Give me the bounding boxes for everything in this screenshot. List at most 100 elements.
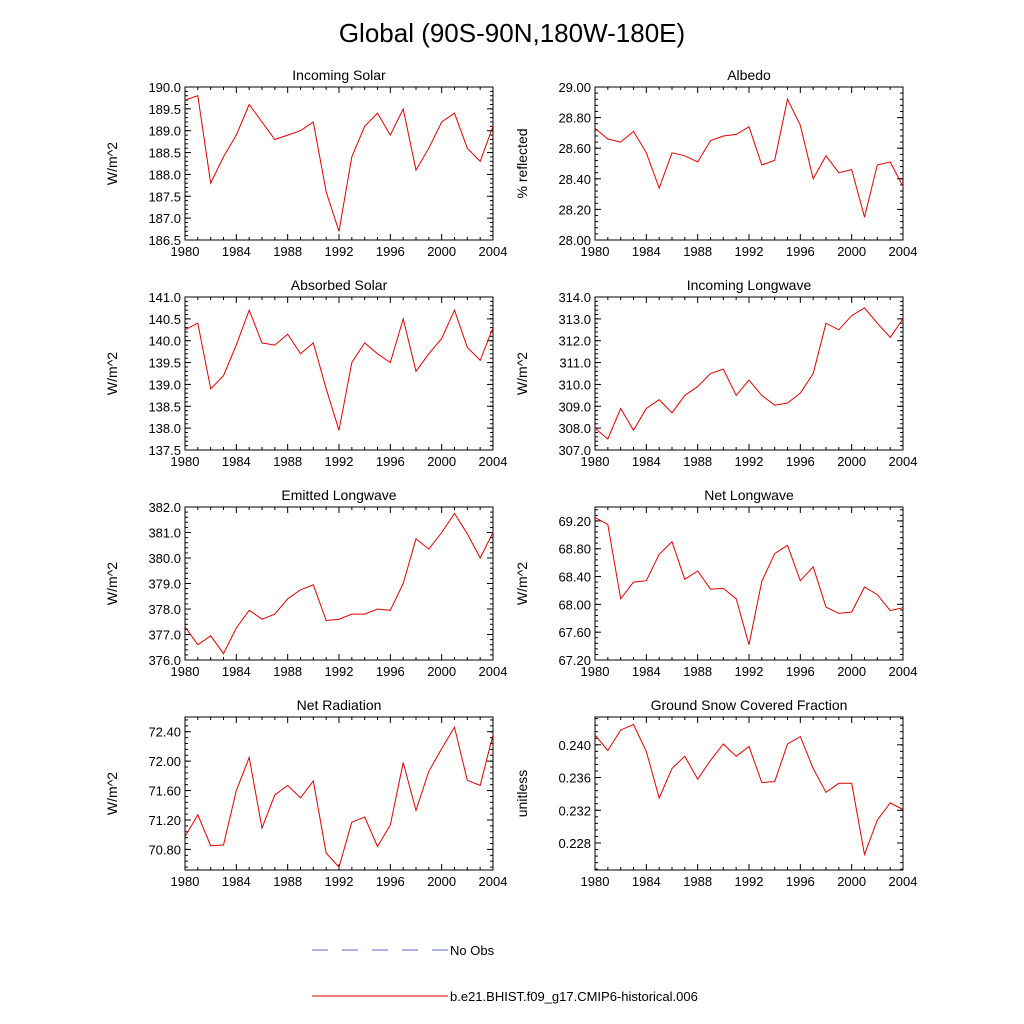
x-tick-label: 1996 — [376, 454, 405, 469]
series-line — [594, 516, 904, 645]
x-tick-label: 1996 — [786, 454, 815, 469]
x-tick-label: 1988 — [273, 244, 302, 259]
y-tick-label: 379.0 — [148, 577, 181, 592]
y-tick-label: 69.20 — [558, 514, 591, 529]
y-tick-label: 0.228 — [558, 836, 591, 851]
y-tick-label: 68.80 — [558, 542, 591, 557]
y-tick-label: 139.0 — [148, 377, 181, 392]
plot-frame — [594, 296, 904, 451]
series-line — [594, 307, 904, 440]
x-tick-label: 2000 — [837, 454, 866, 469]
x-tick-label: 1996 — [786, 874, 815, 889]
x-tick-label: 1984 — [632, 454, 661, 469]
x-tick-label: 1988 — [683, 454, 712, 469]
plot-frame — [184, 506, 494, 661]
y-tick-label: 139.5 — [148, 356, 181, 371]
series-line — [184, 512, 494, 655]
x-tick-label: 1984 — [222, 454, 251, 469]
y-tick-label: 0.232 — [558, 803, 591, 818]
y-axis-label: W/m^2 — [104, 142, 120, 185]
y-tick-label: 28.60 — [558, 141, 591, 156]
x-tick-label: 1984 — [222, 244, 251, 259]
x-tick-label: 2004 — [889, 244, 918, 259]
chart-title: Emitted Longwave — [281, 487, 396, 503]
x-tick-label: 2000 — [837, 244, 866, 259]
y-tick-label: 189.5 — [148, 102, 181, 117]
x-tick-label: 2004 — [479, 664, 508, 679]
chart-panel: Net Longwave W/m^2 1980 1984 1988 1992 1996 200… — [514, 487, 917, 679]
x-tick-label: 1980 — [171, 244, 200, 259]
x-tick-label: 1996 — [376, 244, 405, 259]
y-tick-label: 188.0 — [148, 167, 181, 182]
legend-obs-label: No Obs — [450, 943, 495, 958]
x-tick-label: 2000 — [837, 664, 866, 679]
x-tick-label: 1996 — [376, 664, 405, 679]
chart-title: Ground Snow Covered Fraction — [651, 697, 848, 713]
y-tick-label: 307.0 — [558, 443, 591, 458]
x-tick-label: 1988 — [683, 874, 712, 889]
figure-title: Global (90S-90N,180W-180E) — [339, 18, 685, 48]
y-axis-label: W/m^2 — [514, 562, 530, 605]
x-tick-label: 2004 — [889, 874, 918, 889]
y-tick-label: 141.0 — [148, 290, 181, 305]
x-tick-label: 1988 — [683, 664, 712, 679]
x-tick-label: 1980 — [581, 244, 610, 259]
y-tick-label: 313.0 — [558, 312, 591, 327]
y-tick-label: 0.240 — [558, 738, 591, 753]
x-tick-label: 1992 — [735, 454, 764, 469]
y-axis-label: % reflected — [514, 128, 530, 198]
x-tick-label: 1980 — [581, 664, 610, 679]
x-tick-label: 2004 — [889, 454, 918, 469]
x-tick-label: 2000 — [427, 874, 456, 889]
chart-panel: Ground Snow Covered Fraction unitless 1980… — [514, 697, 917, 889]
chart-title: Incoming Longwave — [687, 277, 812, 293]
y-tick-label: 137.5 — [148, 443, 181, 458]
series-line — [184, 95, 494, 232]
x-tick-label: 1992 — [325, 244, 354, 259]
x-tick-label: 2004 — [479, 874, 508, 889]
y-tick-label: 187.5 — [148, 189, 181, 204]
x-tick-label: 2000 — [837, 874, 866, 889]
chart-title: Albedo — [727, 67, 771, 83]
chart-panel: Incoming Solar W/m^2 1980 1984 1988 1992 1996 2… — [104, 67, 507, 259]
chart-panel: Emitted Longwave W/m^2 1980 1984 1988 1992 199… — [104, 487, 507, 679]
x-tick-label: 1980 — [171, 874, 200, 889]
chart-title: Net Radiation — [297, 697, 382, 713]
x-tick-label: 1980 — [581, 874, 610, 889]
x-tick-label: 1984 — [632, 874, 661, 889]
y-tick-label: 314.0 — [558, 290, 591, 305]
x-tick-label: 1980 — [581, 454, 610, 469]
x-tick-label: 2000 — [427, 244, 456, 259]
x-tick-label: 1984 — [222, 874, 251, 889]
y-tick-label: 309.0 — [558, 399, 591, 414]
y-tick-label: 28.40 — [558, 172, 591, 187]
x-tick-label: 1992 — [325, 874, 354, 889]
x-tick-label: 1984 — [632, 664, 661, 679]
y-axis-label: W/m^2 — [104, 772, 120, 815]
y-tick-label: 138.5 — [148, 399, 181, 414]
y-tick-label: 67.20 — [558, 653, 591, 668]
x-tick-label: 2004 — [479, 244, 508, 259]
y-tick-label: 311.0 — [559, 356, 591, 371]
y-tick-label: 72.00 — [148, 754, 181, 769]
y-tick-label: 28.00 — [558, 233, 591, 248]
y-tick-label: 72.40 — [148, 725, 181, 740]
x-tick-label: 1992 — [325, 454, 354, 469]
x-tick-label: 1992 — [735, 244, 764, 259]
x-tick-label: 2000 — [427, 664, 456, 679]
y-tick-label: 140.5 — [148, 312, 181, 327]
x-tick-label: 1988 — [683, 244, 712, 259]
x-tick-label: 1992 — [735, 874, 764, 889]
x-tick-label: 1980 — [171, 664, 200, 679]
y-tick-label: 28.20 — [558, 202, 591, 217]
x-tick-label: 1996 — [786, 664, 815, 679]
y-tick-label: 312.0 — [558, 334, 591, 349]
y-tick-label: 190.0 — [148, 80, 181, 95]
chart-title: Net Longwave — [704, 487, 794, 503]
series-line — [184, 725, 494, 869]
x-tick-label: 2004 — [889, 664, 918, 679]
x-tick-label: 1996 — [376, 874, 405, 889]
y-tick-label: 308.0 — [558, 421, 591, 436]
y-tick-label: 140.0 — [148, 334, 181, 349]
y-axis-label: W/m^2 — [104, 562, 120, 605]
